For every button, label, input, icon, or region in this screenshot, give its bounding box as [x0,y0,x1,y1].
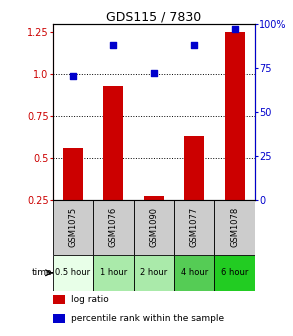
Bar [63,148,83,242]
Text: 1 hour: 1 hour [100,268,127,277]
Text: 2 hour: 2 hour [140,268,168,277]
Bar [93,255,134,291]
Text: 0.5 hour: 0.5 hour [55,268,91,277]
Bar [53,314,65,324]
Text: GSM1075: GSM1075 [69,207,77,247]
Bar [134,200,174,255]
Bar [224,32,245,242]
Point [192,42,197,47]
Point [232,26,237,32]
Title: GDS115 / 7830: GDS115 / 7830 [106,10,202,24]
Point [151,70,156,76]
Text: log ratio: log ratio [71,295,109,304]
Bar [53,200,93,255]
Text: percentile rank within the sample: percentile rank within the sample [71,314,224,323]
Point [111,42,116,47]
Point [71,74,75,79]
Bar [93,200,134,255]
Text: GSM1078: GSM1078 [230,207,239,248]
Text: GSM1077: GSM1077 [190,207,199,248]
Text: GSM1090: GSM1090 [149,207,158,247]
Bar [144,197,164,242]
Bar [53,295,65,304]
Bar [214,200,255,255]
Bar [174,200,214,255]
Bar [53,255,93,291]
Bar [103,86,124,242]
Bar [214,255,255,291]
Text: time: time [31,268,52,277]
Text: 4 hour: 4 hour [180,268,208,277]
Bar [174,255,214,291]
Bar [184,136,205,242]
Bar [134,255,174,291]
Text: 6 hour: 6 hour [221,268,248,277]
Text: GSM1076: GSM1076 [109,207,118,248]
